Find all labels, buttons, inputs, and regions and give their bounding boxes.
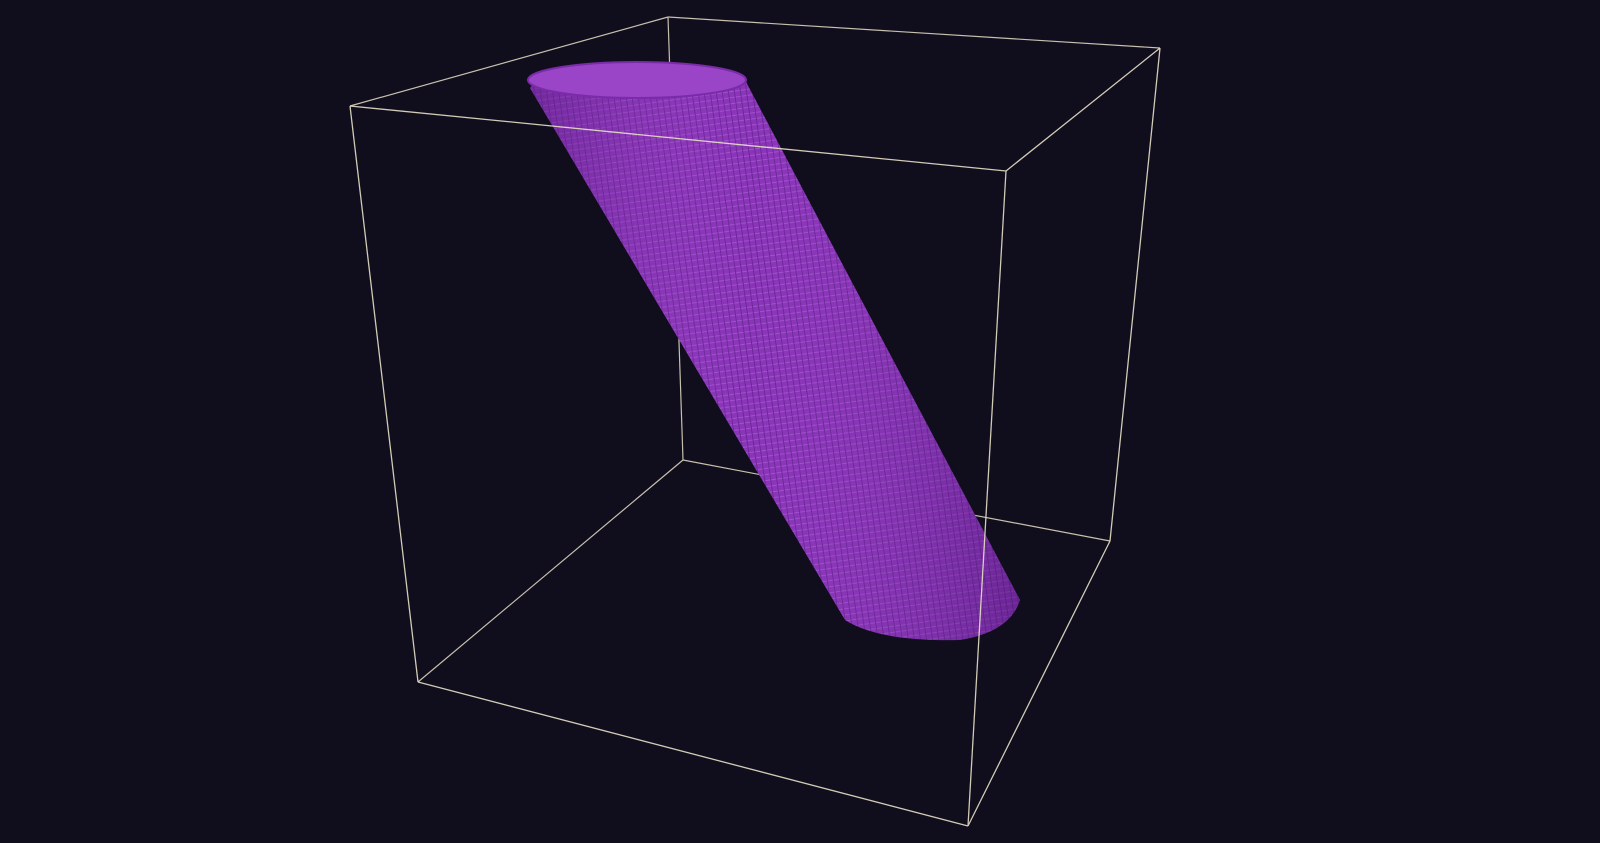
edge-front-vertical-mid (967, 170, 1007, 827)
edge-back-top-right (667, 16, 1161, 49)
voxel-cylinder[interactable] (527, 61, 1020, 641)
edge-front-bottom-right (967, 540, 1111, 827)
edge-back-bottom-left (417, 459, 684, 683)
edge-front-top-right (1005, 47, 1161, 172)
cylinder-top-cap-rim (527, 61, 747, 99)
edge-front-bottom-left (417, 681, 969, 827)
cylinder-shading (530, 64, 1020, 641)
edge-back-top-left (349, 16, 669, 107)
edge-front-vertical-right (1109, 47, 1161, 542)
bounding-box-front-edges (349, 47, 1161, 827)
edge-front-top-left (349, 105, 1007, 172)
edge-front-vertical-left (349, 105, 419, 683)
cylinder-top-cap (528, 62, 746, 98)
